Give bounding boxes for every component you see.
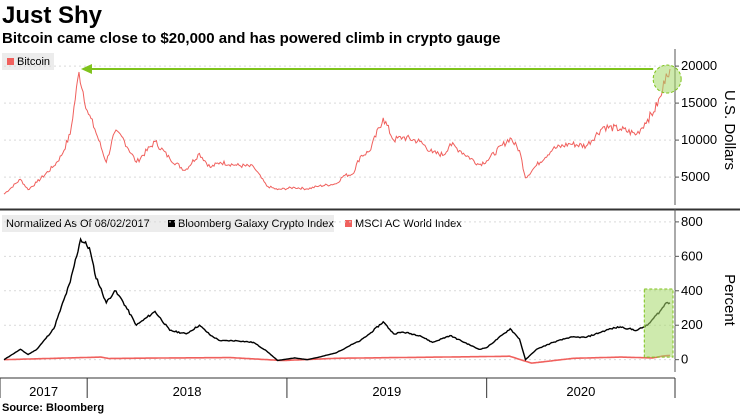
x-tick-label: 2020: [566, 384, 595, 399]
msci-legend-label: MSCI AC World Index: [355, 218, 462, 230]
bottom-gridlines: [4, 209, 679, 372]
x-axis: 2017 2018 2019 2020: [0, 377, 676, 399]
y-tick-label: 20000: [681, 58, 717, 73]
top-y-axis-label: U.S. Dollars: [721, 90, 738, 170]
arrow-head: [80, 64, 92, 75]
galaxy-legend-swatch: [168, 220, 175, 227]
y-tick-label: 5000: [681, 169, 710, 184]
y-tick-label: 800: [681, 214, 703, 229]
msci-series-line: [3, 354, 671, 364]
y-tick-label: 400: [681, 283, 703, 298]
top-annotations: [80, 64, 682, 94]
bottom-y-axis-label: Percent: [721, 274, 738, 327]
top-y-tick-labels: 5000 10000 15000 20000: [681, 58, 717, 184]
x-tick-label: 2017: [29, 384, 58, 399]
chart-title: Just Shy: [2, 2, 103, 29]
normalized-note: Normalized As Of 08/02/2017: [6, 218, 150, 230]
galaxy-legend-label: Bloomberg Galaxy Crypto Index: [178, 218, 334, 230]
bitcoin-legend-swatch: [7, 58, 14, 65]
bitcoin-series-line: [3, 69, 671, 195]
y-tick-label: 0: [681, 352, 688, 367]
y-tick-label: 15000: [681, 95, 717, 110]
bitcoin-legend-label: Bitcoin: [17, 56, 50, 68]
y-tick-label: 10000: [681, 132, 717, 147]
x-tick-label: 2018: [173, 384, 202, 399]
rally-highlight-box: [643, 288, 674, 358]
y-tick-label: 200: [681, 317, 703, 332]
source-note: Source: Bloomberg: [2, 402, 104, 414]
x-tick-label: 2019: [372, 384, 401, 399]
msci-legend-swatch: [345, 220, 352, 227]
chart-subtitle: Bitcoin came close to $20,000 and has po…: [2, 30, 501, 47]
galaxy-series-line: [3, 236, 671, 362]
y-tick-label: 600: [681, 248, 703, 263]
bottom-annotations: [643, 288, 674, 358]
bottom-y-tick-labels: 0 200 400 600 800: [681, 214, 703, 367]
peak-highlight-circle: [652, 64, 682, 94]
top-gridlines: [4, 49, 679, 205]
